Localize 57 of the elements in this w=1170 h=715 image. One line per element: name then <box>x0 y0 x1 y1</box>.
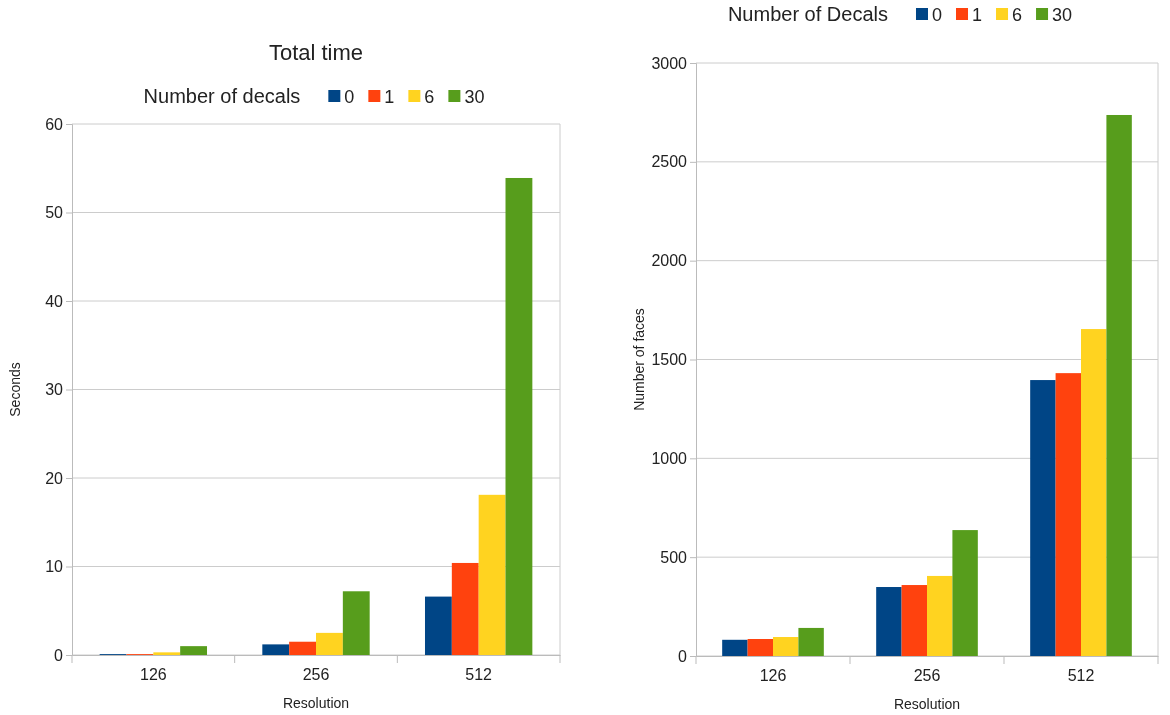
x-tick-label: 512 <box>465 666 493 684</box>
y-tick-label: 2500 <box>651 153 688 171</box>
bar <box>901 585 927 656</box>
y-tick-label: 30 <box>45 381 64 399</box>
x-axis-title: Resolution <box>893 696 961 712</box>
legend-label: 30 <box>1052 5 1073 25</box>
chart-title: Total time <box>268 40 364 65</box>
bar <box>316 632 343 655</box>
bar <box>876 587 902 656</box>
legend-title: Number of Decals <box>727 3 888 25</box>
bar <box>451 562 479 655</box>
bar <box>747 639 773 656</box>
y-tick-label: 0 <box>678 647 688 665</box>
x-tick-label: 126 <box>139 666 167 684</box>
y-tick-label: 10 <box>45 558 64 576</box>
legend-label: 6 <box>1012 5 1023 25</box>
x-tick-label: 512 <box>1067 667 1095 685</box>
y-tick-label: 40 <box>45 292 64 310</box>
x-tick-label: 126 <box>759 667 787 685</box>
bar <box>722 639 748 656</box>
y-tick-label: 3000 <box>651 54 688 72</box>
x-tick-label: 256 <box>302 666 330 684</box>
y-tick-label: 50 <box>45 204 64 222</box>
x-axis-title: Resolution <box>282 695 350 711</box>
y-tick-label: 60 <box>45 115 64 133</box>
legend-label: 1 <box>972 5 983 25</box>
legend-label: 6 <box>424 87 435 107</box>
y-tick-label: 1000 <box>651 449 688 467</box>
y-tick-label: 2000 <box>651 252 688 270</box>
y-axis-title: Number of faces <box>631 308 647 411</box>
y-axis-title: Seconds <box>7 362 23 417</box>
y-tick-label: 1500 <box>651 351 688 369</box>
bar <box>153 652 181 655</box>
bar <box>952 530 978 656</box>
legend-label: 30 <box>464 87 485 107</box>
bar <box>1106 114 1132 656</box>
y-tick-label: 0 <box>54 646 64 664</box>
legend-label: 0 <box>344 87 355 107</box>
bar <box>478 494 506 655</box>
bar <box>1081 329 1107 656</box>
bar <box>180 646 208 655</box>
bar <box>289 641 316 655</box>
bar <box>798 627 824 656</box>
bar <box>1030 380 1056 656</box>
bar <box>927 575 953 656</box>
legend-label: 0 <box>931 5 943 25</box>
bar <box>773 637 799 656</box>
y-tick-label: 20 <box>45 469 64 487</box>
legend-label: 1 <box>384 87 395 107</box>
bar <box>262 644 290 655</box>
bar <box>505 177 533 655</box>
bar <box>342 591 370 655</box>
y-tick-label: 500 <box>660 548 688 566</box>
legend-title: Number of decals <box>143 85 301 107</box>
x-tick-label: 256 <box>913 667 941 685</box>
bar <box>1055 373 1081 656</box>
bar <box>424 596 452 655</box>
